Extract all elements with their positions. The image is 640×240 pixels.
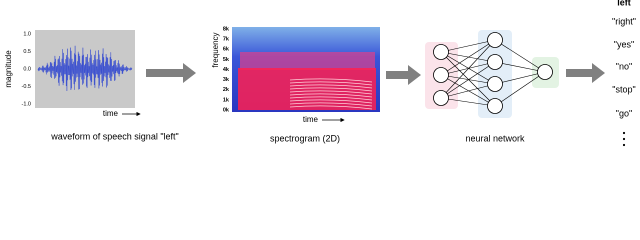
harmonic [289,99,373,104]
spectrogram-caption: spectrogram (2D) [270,133,340,143]
output-label: "no" [616,61,632,71]
neuron [433,67,449,83]
output-label: "stop" [612,84,635,94]
output-label: "right" [612,16,636,26]
diagram: magnitude time waveform of speech signal… [4,0,636,147]
neuron [433,90,449,106]
flow-arrow [566,63,605,83]
harmonic [289,105,373,110]
harmonic [289,93,373,98]
y-tick-label: 8k [223,26,230,32]
y-tick-label: 6k [223,47,230,53]
neuron [487,32,503,48]
harmonic [289,90,373,95]
waveform-ylabel: magnitude [4,50,13,88]
energy-band [240,52,375,70]
spectrogram-xlabel: time [303,115,319,124]
network-caption: neural network [465,133,525,143]
spectrogram-ylabel: frequency [211,32,220,67]
connection [440,97,496,107]
ellipsis-dot [622,131,626,135]
y-tick-label: 0.0 [23,66,31,72]
connection [440,83,496,99]
connection [440,51,496,85]
y-tick-label: 7k [223,37,230,43]
connection [494,39,546,73]
harmonic [289,96,373,101]
connection [494,71,546,107]
flow-arrow [146,63,196,83]
network-graph [433,32,553,114]
y-tick-label: 0.5 [23,49,31,55]
y-tick-label: 1.0 [23,31,31,37]
neuron [487,76,503,92]
connection [494,71,546,85]
ellipsis-dot [622,143,626,147]
harmonic [289,81,373,86]
ellipsis-dot [622,137,626,141]
waveform-xlabel: time [103,109,119,118]
harmonic [289,102,373,107]
connection [494,61,546,73]
neuron [487,98,503,114]
waveform [37,45,133,91]
connection [440,39,496,76]
y-tick-label: 1k [223,97,230,103]
connection [440,51,496,107]
waveform-caption: waveform of speech signal "left" [50,131,178,141]
output-label: "yes" [614,39,634,49]
connection [440,39,496,99]
waveform-trace [37,45,133,91]
y-tick-label: 0k [223,107,230,113]
connection [440,74,496,107]
neuron [537,64,553,80]
neuron [433,44,449,60]
output-label: "go" [616,108,632,118]
connection [440,61,496,76]
output-label: left [617,0,631,7]
spectrogram-image [238,52,376,110]
y-tick-label: 3k [223,77,230,83]
connection [440,74,496,85]
y-tick-label: -0.5 [22,84,31,90]
y-tick-label: 5k [223,57,230,63]
y-tick-label: -1.0 [22,101,31,107]
hidden-layer-box [478,30,512,118]
harmonic [289,78,373,83]
y-tick-label: 4k [223,67,230,73]
flow-arrow [386,65,421,85]
y-tick-label: 2k [223,87,230,93]
connection [440,39,496,53]
harmonic [289,87,373,92]
output-labels: left "right" "yes" "no" "stop" "go" [612,0,636,118]
harmonic [289,84,373,89]
connection [440,51,496,63]
connection [440,61,496,99]
neuron [487,54,503,70]
